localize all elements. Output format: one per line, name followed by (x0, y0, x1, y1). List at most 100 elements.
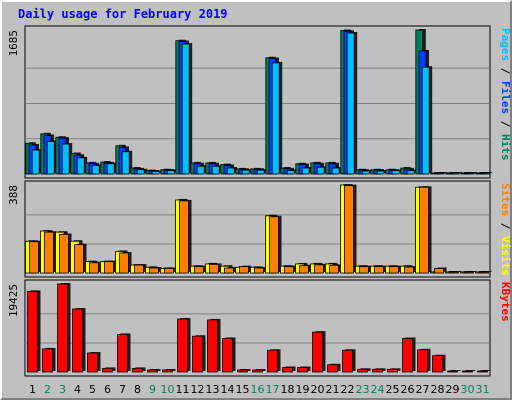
bar-kbytes-day-22 (342, 349, 353, 373)
bar-kbytes-day-18 (282, 367, 293, 373)
bar-sites-day-10 (164, 268, 174, 274)
xtick-day-8: 8 (134, 383, 141, 396)
bar-kbytes-day-27 (417, 349, 428, 373)
bar-shadow-kbytes-day-30 (465, 370, 476, 371)
bar-sites-day-14 (224, 267, 234, 274)
bar-shadow-pages-day-29 (455, 172, 463, 173)
xtick-day-22: 22 (341, 383, 355, 396)
bar-pages-day-9 (151, 171, 160, 175)
ytick-max-top: 1685 (7, 30, 20, 57)
xtick-day-29: 29 (446, 383, 460, 396)
bar-kbytes-day-28 (432, 355, 443, 373)
xtick-day-10: 10 (161, 383, 175, 396)
ytick-max-bottom: 19425 (7, 284, 20, 317)
bar-sites-day-15 (239, 266, 249, 274)
bar-pages-day-28 (436, 172, 445, 175)
bar-kbytes-day-19 (297, 367, 308, 373)
bar-sites-day-1 (29, 241, 39, 274)
bar-pages-day-30 (466, 172, 475, 175)
bar-sites-day-26 (404, 266, 414, 274)
bar-pages-day-4 (76, 157, 85, 175)
bar-kbytes-day-29 (447, 370, 458, 373)
bar-sites-day-4 (74, 244, 84, 274)
bar-kbytes-day-25 (387, 368, 398, 373)
bar-kbytes-day-31 (477, 370, 488, 373)
panel-middle (24, 180, 491, 278)
xtick-day-5: 5 (89, 383, 96, 396)
bar-sites-day-9 (149, 267, 159, 274)
bar-pages-day-6 (106, 163, 115, 175)
bar-shadow-kbytes-day-31 (480, 370, 491, 371)
bar-sites-day-27 (419, 186, 429, 274)
bar-pages-day-1 (31, 149, 40, 175)
xtick-day-2: 2 (44, 383, 51, 396)
bar-pages-day-11 (181, 43, 190, 175)
bar-kbytes-day-11 (177, 318, 188, 373)
xtick-day-25: 25 (386, 383, 400, 396)
bar-pages-day-12 (196, 165, 205, 175)
bar-pages-day-18 (286, 170, 295, 175)
bar-sites-day-25 (389, 266, 399, 274)
bar-shadow-kbytes-day-29 (450, 370, 461, 371)
bar-pages-day-16 (256, 169, 265, 175)
bar-kbytes-day-17 (267, 349, 278, 373)
bar-pages-day-26 (406, 170, 415, 175)
bar-kbytes-day-3 (57, 283, 68, 373)
bar-pages-day-25 (391, 170, 400, 175)
bar-sites-day-28 (434, 268, 444, 274)
xtick-day-11: 11 (176, 383, 190, 396)
bar-pages-day-13 (211, 165, 220, 175)
xtick-day-28: 28 (431, 383, 445, 396)
bar-kbytes-day-6 (102, 367, 113, 373)
bar-pages-day-15 (241, 169, 250, 175)
bar-pages-day-19 (301, 167, 310, 175)
bar-sites-day-19 (299, 265, 309, 274)
bar-kbytes-day-4 (72, 308, 83, 373)
bar-kbytes-day-23 (357, 368, 368, 373)
xtick-day-7: 7 (119, 383, 126, 396)
bar-pages-day-29 (451, 172, 460, 175)
chart-title: Daily usage for February 2019 (18, 7, 228, 21)
bar-sites-day-18 (284, 266, 294, 274)
bar-sites-day-17 (269, 216, 279, 274)
bar-kbytes-day-20 (312, 331, 323, 373)
bar-sites-day-23 (359, 266, 369, 274)
xtick-day-9: 9 (149, 383, 156, 396)
bar-pages-day-7 (121, 151, 130, 175)
xtick-day-15: 15 (236, 383, 250, 396)
bar-pages-day-17 (271, 62, 280, 175)
bar-pages-day-22 (346, 32, 355, 175)
bar-sites-day-5 (89, 262, 99, 274)
bar-kbytes-day-1 (27, 290, 38, 373)
xtick-day-20: 20 (311, 383, 325, 396)
bar-sites-day-6 (104, 261, 114, 274)
xtick-day-12: 12 (191, 383, 205, 396)
bar-pages-day-23 (361, 170, 370, 175)
bar-pages-day-24 (376, 170, 385, 175)
bar-sites-day-7 (119, 252, 129, 274)
xtick-day-23: 23 (356, 383, 370, 396)
bar-sites-day-31 (479, 271, 489, 274)
bar-sites-day-2 (44, 231, 54, 274)
xtick-day-14: 14 (221, 383, 235, 396)
bar-pages-day-31 (481, 172, 490, 175)
bar-kbytes-day-12 (192, 335, 203, 373)
panel-top (24, 25, 491, 179)
bar-pages-day-14 (226, 167, 235, 175)
bar-kbytes-day-8 (132, 367, 143, 373)
bar-kbytes-day-2 (42, 348, 53, 373)
bar-kbytes-day-16 (252, 369, 263, 373)
bar-sites-day-30 (464, 271, 474, 274)
bar-sites-day-22 (344, 185, 354, 274)
bar-shadow-pages-day-30 (470, 172, 478, 173)
bar-pages-day-21 (331, 167, 340, 175)
xtick-day-26: 26 (401, 383, 415, 396)
bar-sites-day-11 (179, 200, 189, 274)
xtick-day-16: 16 (251, 383, 265, 396)
xtick-day-27: 27 (416, 383, 430, 396)
bar-pages-day-20 (316, 166, 325, 175)
bar-pages-day-10 (166, 170, 175, 175)
bar-sites-day-3 (59, 234, 69, 274)
bar-pages-day-8 (136, 169, 145, 175)
